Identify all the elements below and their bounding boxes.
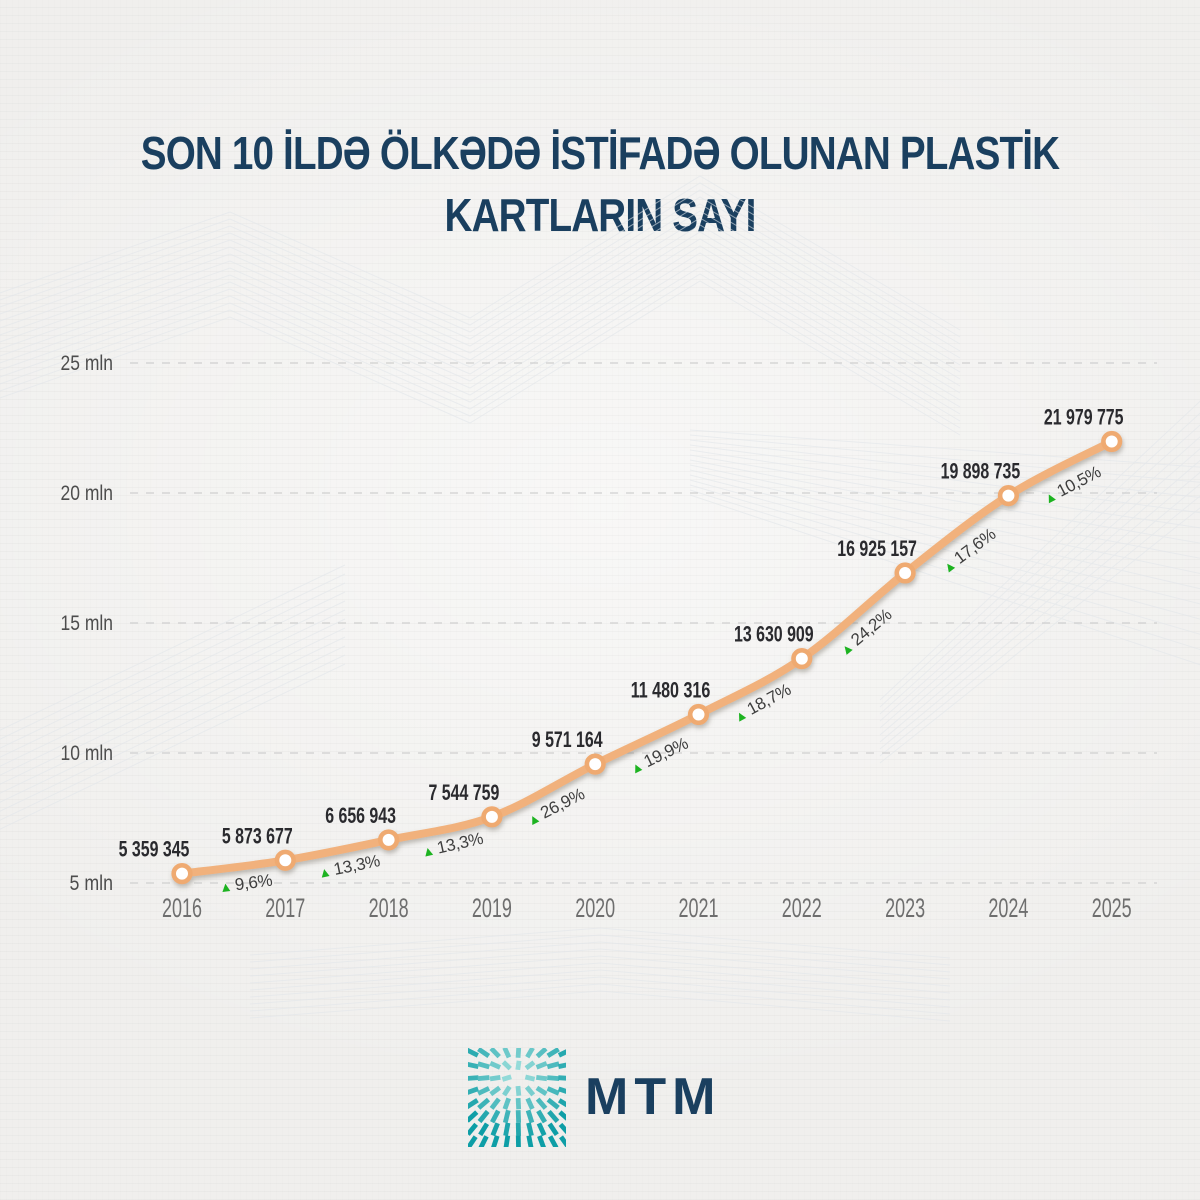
value-label-2017: 5 873 677 xyxy=(222,823,293,848)
x-axis-label-2022: 2022 xyxy=(782,893,822,923)
data-point-marker-2018 xyxy=(378,829,400,851)
x-axis-label-2017: 2017 xyxy=(265,893,305,923)
growth-up-triangle-icon: ▲ xyxy=(218,879,233,896)
growth-label-2020: ▲26,9% xyxy=(523,784,588,830)
value-label-2016: 5 359 345 xyxy=(119,837,190,862)
data-point-marker-2020 xyxy=(584,753,606,775)
y-gridlines: 5 mln 10 mln 15 mln 20 mln 25 mln xyxy=(61,352,1157,895)
data-point-marker-2025 xyxy=(1101,430,1123,453)
x-axis-label-2025: 2025 xyxy=(1092,893,1132,923)
x-axis-label-2021: 2021 xyxy=(679,893,719,923)
growth-up-triangle-icon: ▲ xyxy=(731,706,750,725)
value-label-2018: 6 656 943 xyxy=(325,803,396,828)
growth-up-triangle-icon: ▲ xyxy=(628,758,646,777)
value-label-2019: 7 544 759 xyxy=(429,780,500,805)
y-axis-tick-label: 20 mln xyxy=(61,482,114,505)
x-axis-label-2018: 2018 xyxy=(369,893,409,923)
data-point-marker-2022 xyxy=(791,647,813,670)
value-label-2025: 21 979 775 xyxy=(1044,405,1124,430)
svg-text:▲9,6%: ▲9,6% xyxy=(218,871,274,897)
growth-up-triangle-icon: ▲ xyxy=(524,810,542,829)
x-axis-label-2016: 2016 xyxy=(162,893,202,923)
data-point-marker-2021 xyxy=(687,703,710,726)
data-point-marker-2019 xyxy=(481,806,503,828)
svg-text:▲24,2%: ▲24,2% xyxy=(835,605,896,660)
y-axis-tick-label: 25 mln xyxy=(61,352,114,375)
x-axis-labels: 2016 2017 2018 2019 2020 2021 2022 2023 2024 2025 xyxy=(162,893,1132,923)
value-label-2023: 16 925 157 xyxy=(837,536,917,561)
svg-text:▲26,9%: ▲26,9% xyxy=(523,784,588,830)
brand-name: MTM xyxy=(585,1068,722,1126)
value-label-2021: 11 480 316 xyxy=(631,678,711,703)
y-axis-tick-label: 5 mln xyxy=(70,872,114,895)
value-label-2024: 19 898 735 xyxy=(941,459,1021,484)
growth-up-triangle-icon: ▲ xyxy=(420,843,436,860)
page-title: SON 10 İLDƏ ÖLKƏDƏ İSTİFADƏ OLUNAN PLAST… xyxy=(96,122,1104,246)
x-axis-label-2019: 2019 xyxy=(472,893,512,923)
background-watermark xyxy=(0,175,1200,1022)
value-labels: 5 359 345 5 873 677 6 656 943 7 544 759 9 57… xyxy=(119,405,1124,862)
growth-label-2023: ▲24,2% xyxy=(835,605,896,660)
y-axis-tick-label: 15 mln xyxy=(61,612,114,635)
value-label-2020: 9 571 164 xyxy=(532,727,603,752)
svg-text:▲13,3%: ▲13,3% xyxy=(316,851,381,882)
title-line-1: SON 10 İLDƏ ÖLKƏDƏ İSTİFADƏ OLUNAN PLAST… xyxy=(140,127,1060,179)
x-axis-label-2024: 2024 xyxy=(988,893,1028,923)
growth-up-triangle-icon: ▲ xyxy=(317,864,333,881)
data-point-marker-2017 xyxy=(274,849,296,871)
growth-label-2017: ▲9,6% xyxy=(218,871,274,897)
title-line-2: KARTLARIN SAYI xyxy=(444,189,757,241)
trend-line-group xyxy=(171,430,1123,885)
y-axis-tick-label: 10 mln xyxy=(61,742,114,765)
growth-up-triangle-icon: ▲ xyxy=(1041,488,1060,507)
data-point-marker-2016 xyxy=(171,863,193,885)
growth-label-2018: ▲13,3% xyxy=(316,851,382,882)
data-point-marker-2023 xyxy=(894,562,916,584)
data-point-marker-2024 xyxy=(997,485,1020,507)
value-label-2022: 13 630 909 xyxy=(734,622,814,647)
x-axis-label-2020: 2020 xyxy=(575,893,615,923)
mtm-burst-logo-icon xyxy=(468,1048,566,1147)
trend-line xyxy=(178,437,1116,878)
x-axis-label-2023: 2023 xyxy=(885,893,925,923)
